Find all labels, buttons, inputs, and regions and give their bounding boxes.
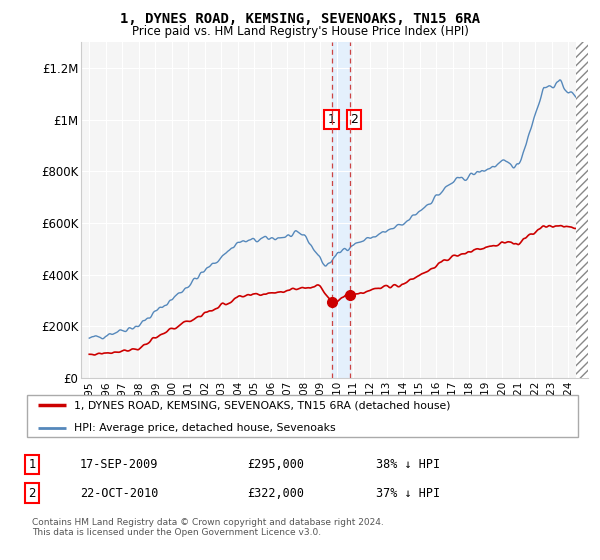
FancyBboxPatch shape: [27, 395, 578, 437]
Text: 1, DYNES ROAD, KEMSING, SEVENOAKS, TN15 6RA: 1, DYNES ROAD, KEMSING, SEVENOAKS, TN15 …: [120, 12, 480, 26]
Text: 2: 2: [29, 487, 36, 500]
Text: 1, DYNES ROAD, KEMSING, SEVENOAKS, TN15 6RA (detached house): 1, DYNES ROAD, KEMSING, SEVENOAKS, TN15 …: [74, 400, 451, 410]
Text: £322,000: £322,000: [247, 487, 304, 500]
Text: HPI: Average price, detached house, Sevenoaks: HPI: Average price, detached house, Seve…: [74, 423, 336, 433]
Text: 38% ↓ HPI: 38% ↓ HPI: [376, 458, 440, 471]
Text: 1: 1: [328, 113, 335, 126]
Text: 1: 1: [29, 458, 36, 471]
Text: 37% ↓ HPI: 37% ↓ HPI: [376, 487, 440, 500]
Bar: [332, 42, 350, 378]
Bar: [577, 42, 588, 378]
Text: 22-OCT-2010: 22-OCT-2010: [80, 487, 158, 500]
Text: £295,000: £295,000: [247, 458, 304, 471]
Text: Contains HM Land Registry data © Crown copyright and database right 2024.
This d: Contains HM Land Registry data © Crown c…: [32, 517, 384, 537]
Text: 2: 2: [350, 113, 358, 126]
Text: Price paid vs. HM Land Registry's House Price Index (HPI): Price paid vs. HM Land Registry's House …: [131, 25, 469, 38]
Text: 17-SEP-2009: 17-SEP-2009: [80, 458, 158, 471]
